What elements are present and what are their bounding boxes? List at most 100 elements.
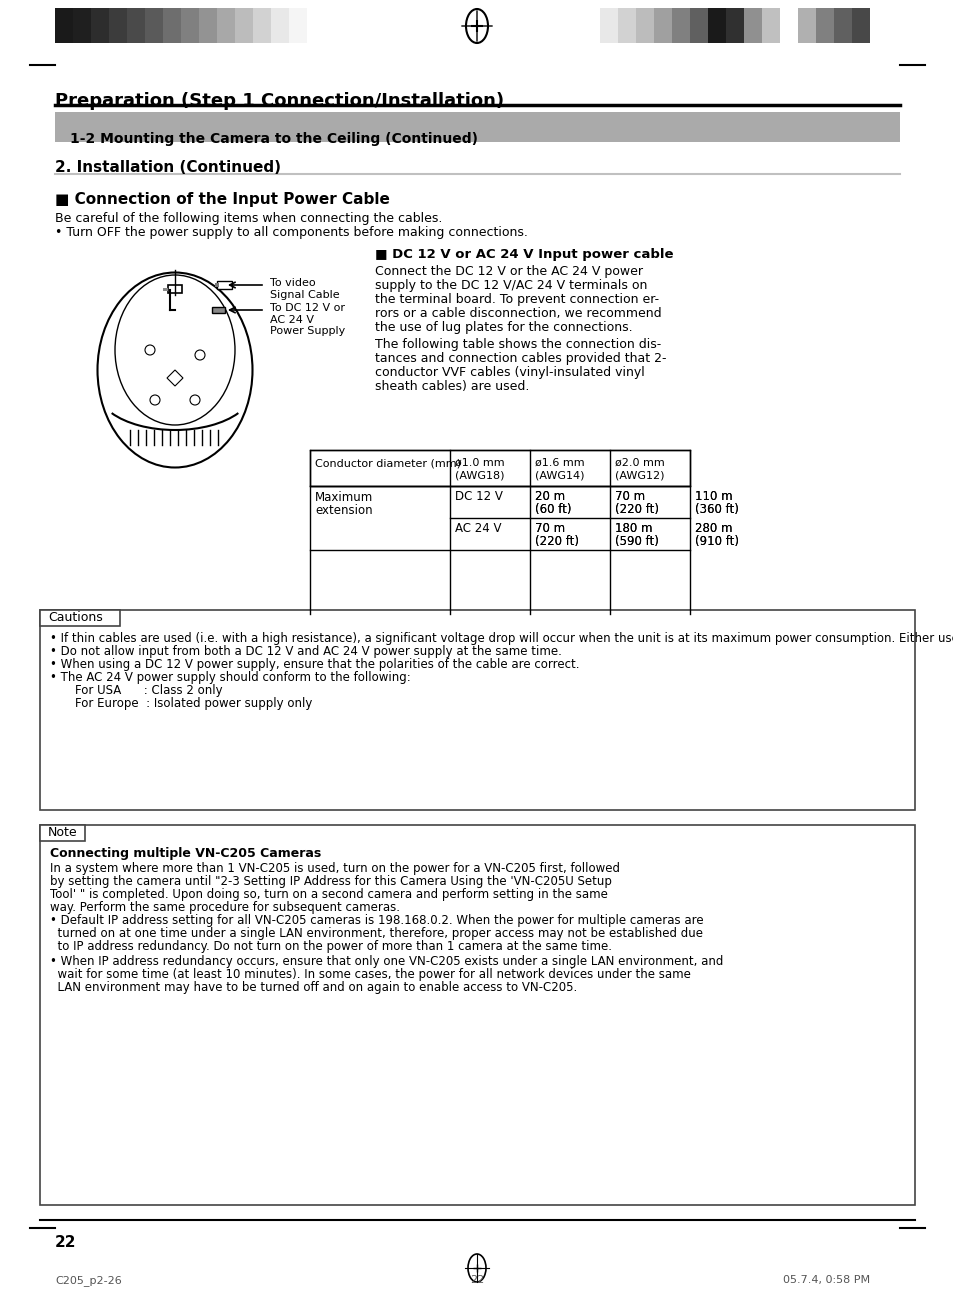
Text: (AWG18): (AWG18) — [455, 470, 504, 480]
Text: (360 ft): (360 ft) — [695, 502, 739, 515]
Text: (590 ft): (590 ft) — [615, 535, 659, 548]
Text: • Do not allow input from both a DC 12 V and AC 24 V power supply at the same ti: • Do not allow input from both a DC 12 V… — [50, 645, 561, 658]
Bar — [743, 8, 761, 43]
Text: wait for some time (at least 10 minutes). In some cases, the power for all netwo: wait for some time (at least 10 minutes)… — [50, 967, 690, 982]
Text: 20 m: 20 m — [535, 490, 564, 502]
Bar — [40, 610, 914, 809]
Text: Conductor diameter (mm): Conductor diameter (mm) — [314, 458, 460, 467]
Bar — [797, 8, 815, 43]
Text: (AWG14): (AWG14) — [535, 470, 584, 480]
Ellipse shape — [465, 9, 488, 43]
Ellipse shape — [468, 1254, 485, 1282]
Polygon shape — [167, 370, 183, 386]
Bar — [289, 8, 307, 43]
Text: Cautions: Cautions — [48, 611, 103, 624]
Bar — [109, 8, 127, 43]
Text: Preparation (Step 1 Connection/Installation): Preparation (Step 1 Connection/Installat… — [55, 92, 503, 110]
Text: ø1.0 mm: ø1.0 mm — [455, 458, 504, 467]
Text: • When using a DC 12 V power supply, ensure that the polarities of the cable are: • When using a DC 12 V power supply, ens… — [50, 658, 578, 671]
Text: • The AC 24 V power supply should conform to the following:: • The AC 24 V power supply should confor… — [50, 671, 411, 684]
Bar — [599, 8, 618, 43]
Bar — [40, 825, 85, 840]
Text: DC 12 V: DC 12 V — [455, 490, 502, 502]
Bar — [310, 449, 689, 486]
Bar — [234, 8, 253, 43]
Text: For USA      : Class 2 only: For USA : Class 2 only — [60, 684, 222, 697]
Bar — [91, 8, 109, 43]
Bar — [636, 8, 654, 43]
Text: 22: 22 — [470, 1276, 483, 1285]
Bar — [307, 8, 325, 43]
Bar — [212, 307, 225, 313]
Text: conductor VVF cables (vinyl-insulated vinyl: conductor VVF cables (vinyl-insulated vi… — [375, 366, 644, 379]
Text: 280 m: 280 m — [695, 522, 732, 535]
Text: (220 ft): (220 ft) — [535, 535, 578, 548]
Bar — [216, 281, 232, 289]
Bar — [271, 8, 289, 43]
Bar — [253, 8, 271, 43]
Bar — [163, 287, 168, 291]
Text: 20 m: 20 m — [535, 490, 564, 502]
Text: 70 m: 70 m — [535, 522, 564, 535]
Text: turned on at one time under a single LAN environment, therefore, proper access m: turned on at one time under a single LAN… — [50, 927, 702, 940]
Text: 280 m: 280 m — [695, 522, 732, 535]
Circle shape — [194, 350, 205, 360]
Text: (60 ft): (60 ft) — [535, 502, 571, 515]
Text: Note: Note — [48, 826, 77, 839]
Text: (220 ft): (220 ft) — [615, 502, 659, 515]
Text: ■ DC 12 V or AC 24 V Input power cable: ■ DC 12 V or AC 24 V Input power cable — [375, 249, 673, 262]
Text: Connect the DC 12 V or the AC 24 V power: Connect the DC 12 V or the AC 24 V power — [375, 265, 642, 278]
Text: the use of lug plates for the connections.: the use of lug plates for the connection… — [375, 321, 632, 334]
Text: (220 ft): (220 ft) — [535, 535, 578, 548]
Text: extension: extension — [314, 504, 373, 517]
Bar — [671, 8, 689, 43]
Bar — [163, 8, 181, 43]
Text: 110 m: 110 m — [695, 490, 732, 502]
Bar — [725, 8, 743, 43]
Text: (220 ft): (220 ft) — [615, 502, 659, 515]
Text: Connecting multiple VN-C205 Cameras: Connecting multiple VN-C205 Cameras — [50, 847, 321, 860]
Bar — [707, 8, 725, 43]
Bar — [145, 8, 163, 43]
Text: • Default IP address setting for all VN-C205 cameras is 198.168.0.2. When the po: • Default IP address setting for all VN-… — [50, 914, 703, 927]
Bar — [199, 8, 216, 43]
Text: ■ Connection of the Input Power Cable: ■ Connection of the Input Power Cable — [55, 192, 390, 207]
Text: to IP address redundancy. Do not turn on the power of more than 1 camera at the : to IP address redundancy. Do not turn on… — [50, 940, 612, 953]
Circle shape — [145, 344, 154, 355]
Bar — [761, 8, 780, 43]
Bar — [780, 8, 797, 43]
Text: Tool' " is completed. Upon doing so, turn on a second camera and perform setting: Tool' " is completed. Upon doing so, tur… — [50, 888, 607, 901]
Text: 05.7.4, 0:58 PM: 05.7.4, 0:58 PM — [782, 1276, 869, 1285]
Text: way. Perform the same procedure for subsequent cameras.: way. Perform the same procedure for subs… — [50, 901, 399, 914]
Bar — [689, 8, 707, 43]
Text: 180 m: 180 m — [615, 522, 652, 535]
Text: 70 m: 70 m — [615, 490, 644, 502]
Text: To DC 12 V or
AC 24 V
Power Supply: To DC 12 V or AC 24 V Power Supply — [270, 303, 345, 337]
Text: • When IP address redundancy occurs, ensure that only one VN-C205 exists under a: • When IP address redundancy occurs, ens… — [50, 954, 722, 967]
Circle shape — [150, 395, 160, 405]
Text: (360 ft): (360 ft) — [695, 502, 739, 515]
Text: C205_p2-26: C205_p2-26 — [55, 1276, 122, 1286]
Text: For Europe  : Isolated power supply only: For Europe : Isolated power supply only — [60, 697, 312, 710]
Text: LAN environment may have to be turned off and on again to enable access to VN-C2: LAN environment may have to be turned of… — [50, 982, 577, 995]
Bar — [73, 8, 91, 43]
Text: To video
Signal Cable: To video Signal Cable — [270, 278, 339, 299]
Text: In a system where more than 1 VN-C205 is used, turn on the power for a VN-C205 f: In a system where more than 1 VN-C205 is… — [50, 862, 619, 875]
Bar — [214, 284, 219, 287]
Ellipse shape — [115, 275, 234, 425]
Text: 1-2 Mounting the Camera to the Ceiling (Continued): 1-2 Mounting the Camera to the Ceiling (… — [70, 132, 477, 146]
Text: ø1.6 mm: ø1.6 mm — [535, 458, 584, 467]
Bar — [55, 111, 899, 142]
Text: 70 m: 70 m — [535, 522, 564, 535]
Bar — [851, 8, 869, 43]
Ellipse shape — [97, 272, 253, 467]
Text: (AWG12): (AWG12) — [615, 470, 664, 480]
Bar — [216, 8, 234, 43]
Text: Be careful of the following items when connecting the cables.: Be careful of the following items when c… — [55, 212, 442, 225]
Bar — [55, 8, 73, 43]
Bar — [815, 8, 833, 43]
Text: Maximum: Maximum — [314, 491, 373, 504]
Circle shape — [190, 395, 200, 405]
Text: by setting the camera until "2-3 Setting IP Address for this Camera Using the 'V: by setting the camera until "2-3 Setting… — [50, 875, 611, 888]
Bar — [833, 8, 851, 43]
